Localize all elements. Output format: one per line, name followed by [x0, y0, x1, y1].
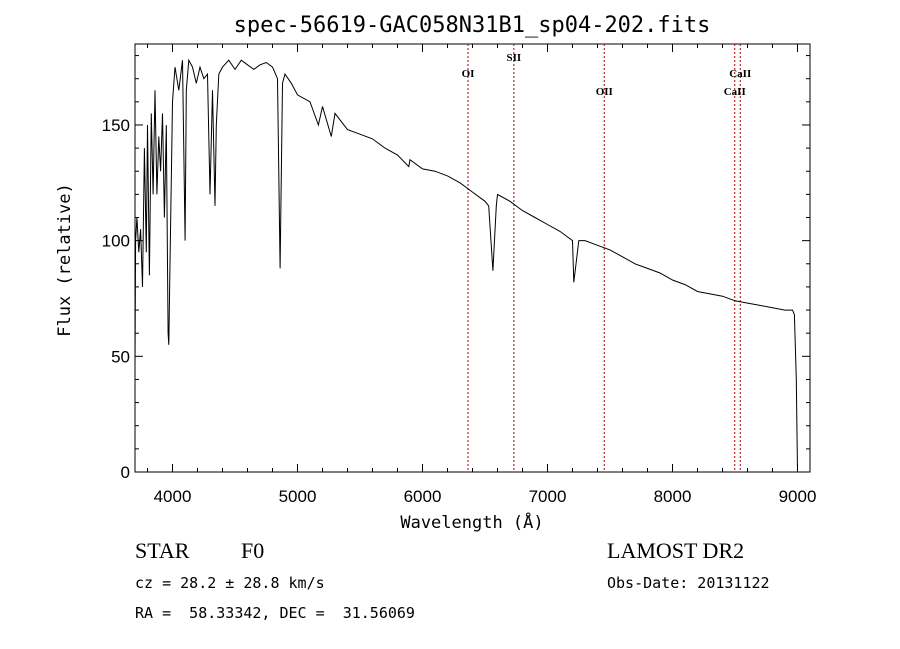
spectral-line-label: OII: [596, 86, 613, 98]
y-axis-title: Flux (relative): [55, 183, 75, 337]
spectrum-line: [134, 58, 798, 473]
x-tick-label: 5000: [279, 487, 317, 506]
x-tick-label: 4000: [154, 487, 192, 506]
x-axis-title: Wavelength (Å): [400, 511, 543, 533]
redshift-velocity: cz = 28.2 ± 28.8 km/s: [135, 574, 325, 592]
chart-title: spec-56619-GAC058N31B1_sp04-202.fits: [234, 13, 711, 38]
spectral-line-label: CaII: [729, 68, 751, 80]
spectral-line-label: CaII: [724, 86, 746, 98]
x-tick-label: 8000: [654, 487, 692, 506]
x-tick-label: 9000: [779, 487, 817, 506]
survey-name: LAMOST DR2: [607, 538, 745, 563]
spectral-subclass: F0: [241, 538, 265, 563]
plot-frame: [134, 43, 811, 473]
x-tick-label: 7000: [529, 487, 567, 506]
coordinates: RA = 58.33342, DEC = 31.56069: [135, 604, 415, 622]
spectral-line-label: SII: [507, 52, 522, 64]
axis-ticks: [135, 44, 810, 473]
y-tick-label: 100: [102, 232, 130, 251]
y-tick-label: 150: [102, 116, 130, 135]
spectral-line-markers: [467, 44, 741, 472]
object-class: STAR: [135, 538, 190, 563]
x-tick-label: 6000: [404, 487, 442, 506]
spectral-line-label: OI: [462, 68, 475, 80]
observation-date: Obs-Date: 20131122: [607, 574, 770, 592]
y-tick-label: 0: [121, 463, 130, 482]
y-tick-label: 50: [111, 347, 130, 366]
plot-area: [134, 43, 811, 473]
